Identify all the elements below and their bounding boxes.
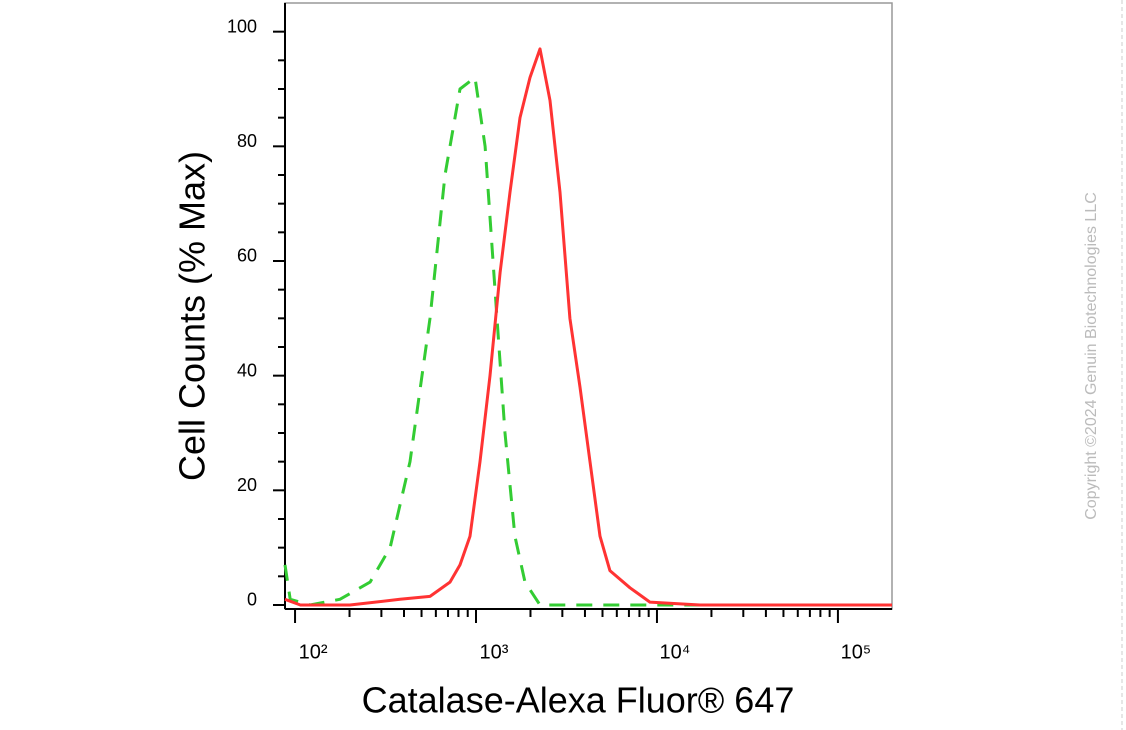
- copyright: Copyright ©2024 Genuin Biotechnologies L…: [1083, 192, 1100, 520]
- y-tick-label: 100: [227, 16, 257, 36]
- x-tick-label: 10³: [480, 641, 509, 663]
- x-tick-label: 10⁵: [841, 641, 872, 663]
- y-tick-label: 20: [237, 475, 257, 495]
- y-tick-label: 80: [237, 131, 257, 151]
- series-line: [284, 47, 892, 607]
- x-tick-label: 10²: [299, 641, 328, 663]
- y-tick-label: 40: [237, 360, 257, 380]
- y-tick-label: 60: [237, 246, 257, 266]
- y-axis-label: Cell Counts (% Max): [172, 151, 213, 481]
- series-line: [283, 76, 892, 607]
- y-tick-label: 0: [247, 590, 257, 610]
- x-tick-label: 10⁴: [660, 641, 691, 663]
- plot-frame: [284, 2, 893, 610]
- x-axis-label: Catalase-Alexa Fluor® 647: [362, 680, 795, 721]
